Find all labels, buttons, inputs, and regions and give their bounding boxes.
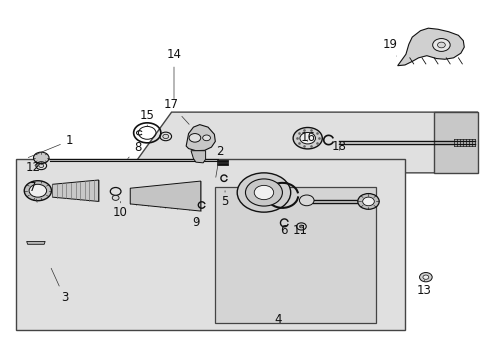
Text: 9: 9	[192, 216, 199, 229]
Circle shape	[432, 39, 449, 51]
Text: 4: 4	[274, 313, 282, 326]
Circle shape	[202, 135, 210, 141]
Text: 17: 17	[164, 99, 189, 124]
Circle shape	[437, 42, 445, 48]
Text: 3: 3	[51, 268, 68, 305]
Circle shape	[189, 134, 201, 142]
Circle shape	[29, 184, 46, 197]
Circle shape	[112, 195, 119, 201]
Circle shape	[299, 132, 315, 144]
Text: 19: 19	[382, 38, 397, 56]
Circle shape	[245, 179, 282, 206]
Text: 14: 14	[166, 49, 181, 99]
Polygon shape	[191, 151, 205, 163]
Circle shape	[419, 273, 431, 282]
Polygon shape	[127, 112, 477, 173]
Polygon shape	[52, 180, 99, 202]
Text: 5: 5	[221, 191, 228, 208]
Text: 8: 8	[127, 141, 141, 158]
Circle shape	[39, 164, 43, 167]
Circle shape	[24, 181, 51, 201]
Circle shape	[299, 195, 313, 206]
Circle shape	[292, 127, 322, 149]
Bar	[16, 158, 404, 330]
Polygon shape	[397, 28, 463, 66]
Polygon shape	[130, 181, 201, 211]
Polygon shape	[186, 125, 215, 151]
Polygon shape	[27, 242, 45, 244]
Text: 15: 15	[140, 109, 154, 126]
Circle shape	[357, 194, 378, 209]
Text: 13: 13	[416, 280, 431, 297]
Circle shape	[362, 197, 373, 206]
Text: 18: 18	[331, 140, 346, 153]
Circle shape	[33, 152, 49, 163]
Text: 11: 11	[292, 224, 307, 237]
Polygon shape	[433, 112, 477, 173]
Text: 6: 6	[279, 224, 286, 237]
Circle shape	[299, 225, 303, 228]
Text: 16: 16	[300, 131, 315, 144]
Text: 12: 12	[25, 161, 41, 174]
Text: 7: 7	[29, 181, 37, 202]
Text: 2: 2	[215, 145, 224, 177]
Circle shape	[422, 275, 428, 279]
Text: 1: 1	[28, 134, 73, 158]
Circle shape	[163, 134, 168, 139]
Bar	[215, 187, 375, 323]
Circle shape	[254, 185, 273, 200]
Circle shape	[237, 173, 290, 212]
Text: 10: 10	[113, 202, 128, 219]
